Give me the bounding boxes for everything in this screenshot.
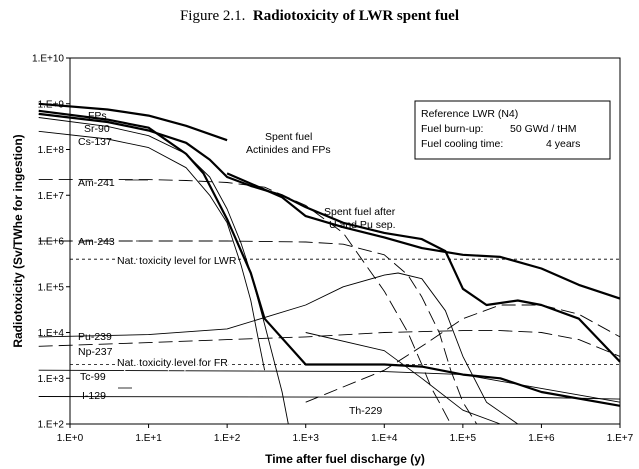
label-spent-fuel: Spent fuel [265,131,312,143]
series-group [38,102,621,425]
info-row-cooling-value: 4 years [546,138,580,150]
y-tick-label: 1.E+4 [38,328,65,339]
y-tick-label: 1.E+5 [38,282,65,293]
series-fps [38,109,621,407]
series-spent-fuel-actinides-and-fps [38,102,228,142]
series-spent-fuel-after-u-and-pu-sep- [38,112,621,363]
series-sr-90 [38,117,289,425]
label-pu239: Pu-239 [78,331,112,343]
label-spent-fuel-after: Spent fuel after [324,206,396,218]
y-tick-label: 1.E+8 [38,145,65,156]
figure-title-text: Radiotoxicity of LWR spent fuel [252,8,460,24]
x-tick-label: 1.E+0 [57,433,84,444]
series-np-237 [38,330,621,357]
label-np237: Np-237 [78,346,113,358]
x-ticks: 1.E+0 1.E+1 1.E+2 1.E+3 1.E+4 1.E+5 1.E+6 1.E+7 [57,424,634,444]
y-axis-title: Radiotoxicity (Sv/TWhe for ingestion) [11,134,25,347]
x-tick-label: 1.E+1 [135,433,162,444]
reference-lines [70,258,620,365]
info-row-cooling-label: Fuel cooling time: [421,138,503,150]
series-spent-fuel-actinides-and-fps [226,172,621,300]
x-tick-label: 1.E+7 [607,433,634,444]
info-box: Reference LWR (N4) Fuel burn-up: 50 GWd … [414,100,611,160]
label-tc99: Tc-99 [80,371,106,383]
label-i129: I-129 [82,390,106,402]
figure-title: Figure 2.1. Radiotoxicity of LWR spent f… [0,8,639,25]
x-tick-label: 1.E+2 [214,433,241,444]
label-u-pu-sep: U and Pu sep. [329,219,396,231]
y-ticks: 1.E+21.E+31.E+41.E+51.E+61.E+71.E+81.E+9… [32,54,70,431]
series-i-129 [38,396,621,400]
label-fps: FPs [88,110,107,122]
info-row-burnup-label: Fuel burn-up: [421,123,483,135]
label-sr90: Sr-90 [84,123,110,135]
series-pu-238 [305,332,501,425]
y-tick-label: 1.E+2 [38,420,65,431]
y-tick-label: 1.E+3 [38,374,65,385]
fr-level-label: Nat. toxicity level for FR [117,357,228,369]
label-actinides-fps: Actinides and FPs [246,144,331,156]
label-am243: Am-243 [78,236,115,248]
series-cs-137 [38,130,266,371]
x-tick-label: 1.E+3 [293,433,320,444]
series-am-241 [38,179,452,425]
figure-number: Figure 2.1. [179,8,246,24]
info-row-burnup-value: 50 GWd / tHM [510,123,577,135]
y-tick-label: 1.E+7 [38,191,65,202]
x-tick-label: 1.E+5 [450,433,477,444]
series-th-229 [305,304,621,403]
info-box-frame [414,100,611,160]
series-tc-99 [38,369,621,403]
series-am-243 [38,240,478,425]
label-leaders [118,179,319,389]
lwr-level-label: Nat. toxicity level for LWR [117,255,237,267]
x-tick-label: 1.E+6 [528,433,555,444]
label-th229: Th-229 [349,405,382,417]
label-cs137: Cs-137 [78,136,112,148]
info-box-title: Reference LWR (N4) [421,108,518,120]
x-axis-title: Time after fuel discharge (y) [265,452,425,466]
y-tick-label: 1.E+10 [32,54,64,65]
x-tick-label: 1.E+4 [371,433,398,444]
y-tick-label: 1.E+6 [38,237,65,248]
leader-spent-after [299,204,319,214]
label-am241: Am-241 [78,177,115,189]
series-pu-239 [38,272,519,425]
